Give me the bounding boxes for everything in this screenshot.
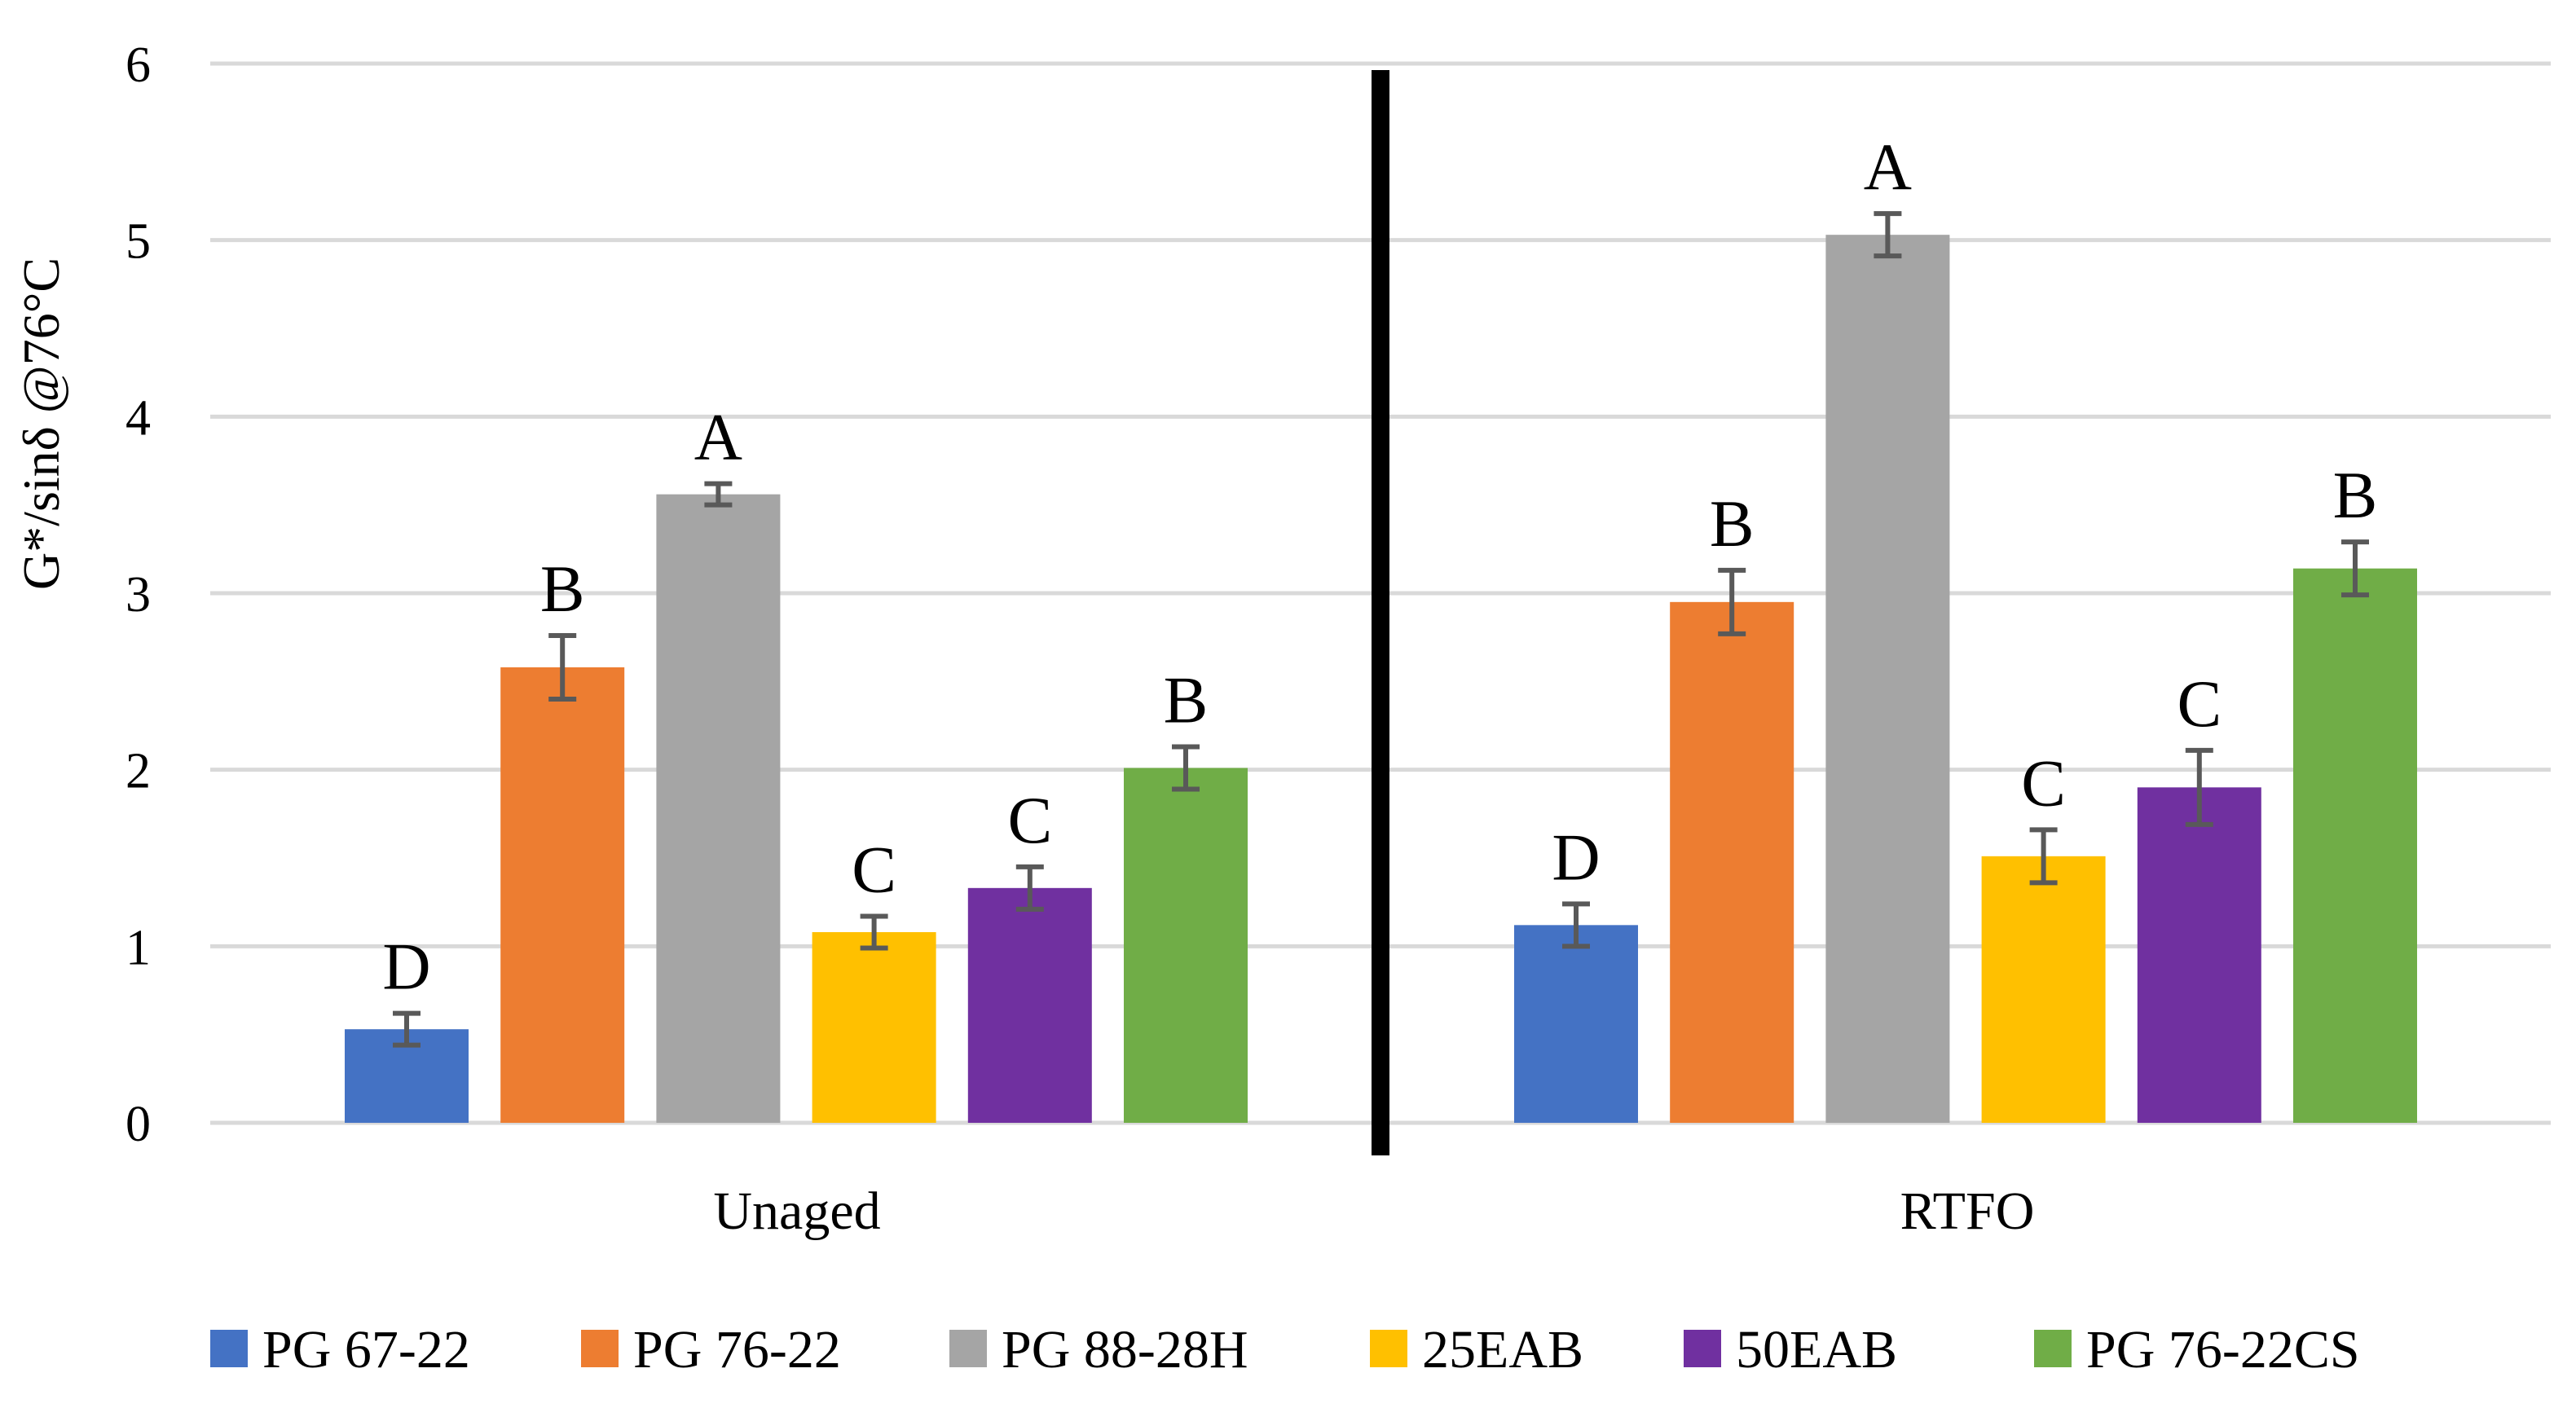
legend-item-1: PG 76-22 — [581, 1320, 841, 1379]
legend-swatch — [2034, 1330, 2072, 1367]
legend-swatch — [581, 1330, 619, 1367]
letter-unaged-4: C — [1007, 783, 1052, 857]
bar-rtfo-5 — [2293, 568, 2417, 1123]
error-bar-unaged-2 — [704, 481, 733, 508]
bar-rtfo-0 — [1514, 925, 1638, 1123]
category-label-unaged: Unaged — [713, 1181, 880, 1241]
error-bar-rtfo-2 — [1874, 211, 1902, 259]
legend-item-3: 25EAB — [1370, 1320, 1583, 1379]
legend-item-4: 50EAB — [1684, 1320, 1897, 1379]
letter-rtfo-0: D — [1552, 820, 1600, 894]
letter-rtfo-5: B — [2333, 458, 2378, 532]
error-bar-rtfo-5 — [2341, 539, 2369, 598]
error-bars — [393, 211, 2369, 1048]
legend-label: PG 88-28H — [1002, 1320, 1248, 1379]
error-bar-rtfo-3 — [2029, 827, 2058, 886]
y-tick-label-5: 5 — [125, 214, 151, 270]
y-axis-ticks: 0 1 2 3 4 5 6 — [125, 37, 151, 1152]
error-bar-rtfo-4 — [2185, 747, 2213, 827]
letter-unaged-3: C — [852, 833, 896, 907]
legend-swatch — [949, 1330, 987, 1367]
bar-unaged-3 — [812, 932, 936, 1123]
letter-rtfo-2: A — [1864, 130, 1912, 204]
y-tick-label-0: 0 — [125, 1097, 151, 1152]
error-bar-rtfo-1 — [1718, 567, 1746, 636]
y-tick-label-3: 3 — [125, 567, 151, 623]
y-tick-label-4: 4 — [125, 390, 151, 446]
bar-unaged-5 — [1124, 768, 1248, 1123]
bar-rtfo-3 — [1981, 856, 2106, 1123]
legend-label: 25EAB — [1422, 1320, 1583, 1379]
y-tick-label-2: 2 — [125, 744, 151, 799]
significance-letters: D D B B A A C C C C B B — [382, 130, 2378, 1004]
legend-swatch — [1370, 1330, 1407, 1367]
letter-unaged-2: A — [694, 400, 742, 474]
y-axis-label: G*/sinδ @76°C — [12, 257, 70, 590]
error-bar-unaged-1 — [548, 633, 577, 702]
x-axis-categories: Unaged RTFO — [713, 1181, 2034, 1241]
legend-item-0: PG 67-22 — [210, 1320, 470, 1379]
bar-rtfo-1 — [1670, 601, 1794, 1123]
legend: PG 67-22 PG 76-22 PG 88-28H 25EAB 50EAB PG 76… — [210, 1320, 2360, 1379]
legend-label: 50EAB — [1736, 1320, 1897, 1379]
letter-unaged-5: B — [1164, 663, 1209, 737]
legend-swatch — [210, 1330, 248, 1367]
bar-unaged-2 — [656, 494, 781, 1123]
legend-label: PG 76-22 — [633, 1320, 841, 1379]
bar-unaged-1 — [500, 667, 625, 1123]
bar-rtfo-2 — [1825, 235, 1950, 1124]
letter-rtfo-3: C — [2021, 746, 2066, 820]
bar-rtfo-4 — [2137, 787, 2261, 1123]
y-tick-label-1: 1 — [125, 920, 151, 975]
letter-unaged-1: B — [540, 552, 585, 626]
legend-item-2: PG 88-28H — [949, 1320, 1248, 1379]
legend-label: PG 76-22CS — [2086, 1320, 2360, 1379]
legend-label: PG 67-22 — [262, 1320, 470, 1379]
bar-unaged-4 — [967, 887, 1092, 1123]
letter-rtfo-1: B — [1710, 486, 1755, 561]
y-tick-label-6: 6 — [125, 37, 151, 93]
letter-unaged-0: D — [382, 930, 430, 1004]
legend-item-5: PG 76-22CS — [2034, 1320, 2360, 1379]
error-bar-unaged-4 — [1015, 864, 1044, 912]
bars — [345, 235, 2417, 1124]
error-bar-unaged-5 — [1172, 744, 1200, 792]
letter-rtfo-4: C — [2177, 667, 2222, 741]
legend-swatch — [1684, 1330, 1721, 1367]
error-bar-unaged-0 — [393, 1010, 421, 1048]
category-label-rtfo: RTFO — [1900, 1181, 2035, 1241]
error-bar-unaged-3 — [860, 913, 888, 951]
error-bar-rtfo-0 — [1562, 901, 1590, 949]
